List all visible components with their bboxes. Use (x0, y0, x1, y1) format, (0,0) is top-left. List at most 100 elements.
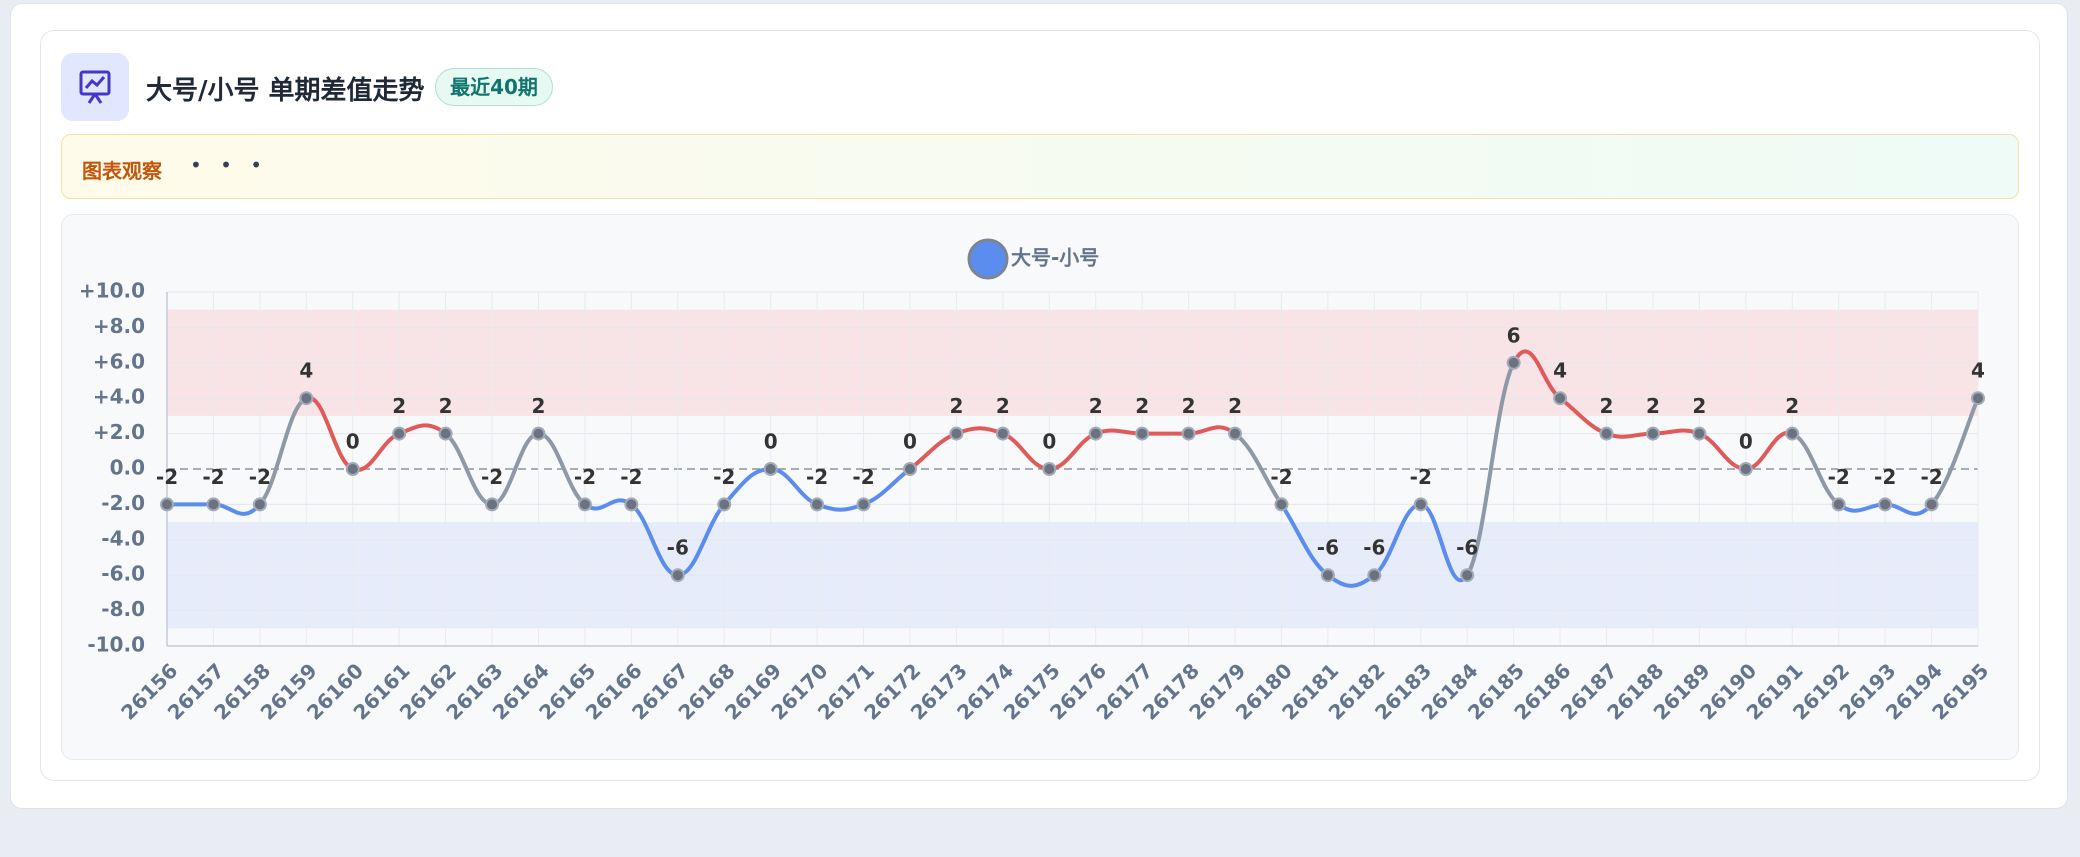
data-label: 0 (346, 430, 360, 454)
point (902, 462, 917, 476)
point (1367, 568, 1382, 583)
data-label: -2 (1270, 465, 1292, 489)
line-segment (1418, 502, 1470, 583)
point (392, 426, 407, 441)
data-label: 0 (1042, 430, 1056, 454)
data-label: -2 (481, 465, 503, 489)
data-label: 4 (1971, 359, 1985, 383)
point (1924, 497, 1939, 512)
badge: 最近40期 (435, 68, 553, 106)
line-segment (907, 431, 959, 471)
data-label: -2 (1828, 465, 1850, 489)
point (949, 426, 964, 441)
point (531, 426, 546, 441)
y-tick-label: +4.0 (93, 385, 145, 409)
y-tick-label: -10.0 (87, 633, 145, 657)
y-tick-label: +2.0 (93, 420, 145, 444)
observation-label: 图表观察 (82, 159, 162, 183)
point (206, 497, 221, 512)
y-tick-label: -4.0 (101, 526, 145, 550)
icon (61, 53, 129, 121)
line-segment (1465, 360, 1516, 578)
data-label: -2 (806, 465, 828, 489)
data-label: -6 (1456, 536, 1478, 560)
point (1831, 497, 1846, 512)
data-label: 2 (1182, 394, 1196, 418)
line-segment (211, 502, 262, 516)
data-label: -2 (1410, 465, 1432, 489)
data-label: 2 (532, 394, 546, 418)
data-label: 2 (1228, 394, 1242, 418)
title: 大号/小号 单期差值走势 (146, 76, 425, 106)
point (1599, 426, 1614, 441)
data-label: -2 (620, 465, 642, 489)
data-label: 2 (1785, 394, 1799, 418)
chart-panel (61, 214, 2019, 760)
y-tick-label: +10.0 (79, 279, 145, 303)
data-label: -6 (1317, 536, 1339, 560)
line-segment (1511, 349, 1563, 401)
data-label: 2 (1646, 394, 1660, 418)
data-label: 2 (1089, 394, 1103, 418)
y-tick-label: +8.0 (93, 314, 145, 338)
point (1181, 426, 1196, 441)
point (1738, 462, 1753, 476)
point (1692, 426, 1707, 441)
line-segment (954, 426, 1005, 436)
point (577, 497, 592, 512)
point (438, 426, 453, 441)
data-label: 6 (1507, 323, 1521, 347)
point (763, 462, 778, 476)
point (1042, 462, 1057, 476)
data-label: 0 (903, 430, 917, 454)
point (1645, 426, 1660, 441)
point (1785, 426, 1800, 441)
data-label: 0 (764, 430, 778, 454)
data-label: 2 (949, 394, 963, 418)
line-segment (1883, 502, 1934, 516)
point (252, 497, 267, 512)
point (810, 497, 825, 512)
data-label: -6 (1363, 536, 1385, 560)
point (1460, 568, 1475, 583)
y-tick-label: -8.0 (101, 597, 145, 621)
line-segment (257, 396, 309, 507)
line-segment (397, 423, 448, 436)
data-label: -2 (713, 465, 735, 489)
point (624, 497, 639, 512)
line-segment (1279, 502, 1330, 578)
data-label: -6 (667, 536, 689, 560)
point (995, 426, 1010, 441)
point (1506, 355, 1521, 370)
point (299, 391, 314, 406)
y-tick-label: +6.0 (93, 349, 145, 373)
line-segment (1836, 502, 1888, 513)
point (345, 462, 360, 476)
point (1878, 497, 1893, 512)
point (1320, 568, 1335, 583)
line-segment (1186, 425, 1238, 436)
data-label: 2 (1692, 394, 1706, 418)
point (1228, 426, 1243, 441)
data-label: 2 (1600, 394, 1614, 418)
data-label: -2 (852, 465, 874, 489)
observation-box[interactable] (61, 134, 2019, 199)
point (1553, 391, 1568, 406)
data-label: 4 (1553, 359, 1567, 383)
y-tick-label: -2.0 (101, 491, 145, 515)
point (1413, 497, 1428, 512)
point (1971, 391, 1985, 406)
legend-marker (967, 238, 1009, 280)
data-label: 2 (392, 394, 406, 418)
y-tick-label: 0.0 (110, 456, 145, 480)
data-label: 4 (299, 359, 313, 383)
data-label: -2 (202, 465, 224, 489)
point (1274, 497, 1289, 512)
data-label: 2 (1135, 394, 1149, 418)
data-label: -2 (156, 465, 178, 489)
point (485, 497, 500, 512)
data-label: 0 (1739, 430, 1753, 454)
point (670, 568, 685, 583)
